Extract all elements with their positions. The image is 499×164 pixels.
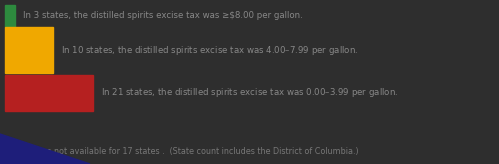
Polygon shape	[0, 134, 90, 164]
Text: In 21 states, the distilled spirits excise tax was $0.00–$3.99 per gallon.: In 21 states, the distilled spirits exci…	[101, 86, 398, 100]
Bar	[5, 75, 93, 111]
Text: In 3 states, the distilled spirits excise tax was ≥$8.00 per gallon.: In 3 states, the distilled spirits excis…	[23, 11, 303, 20]
Bar	[5, 5, 15, 27]
Text: In 10 states, the distilled spirits excise tax was $4.00–$7.99 per gallon.: In 10 states, the distilled spirits exci…	[61, 43, 358, 57]
Text: Data were not available for 17 states .  (State count includes the District of C: Data were not available for 17 states . …	[10, 147, 359, 156]
Bar	[5, 27, 53, 73]
